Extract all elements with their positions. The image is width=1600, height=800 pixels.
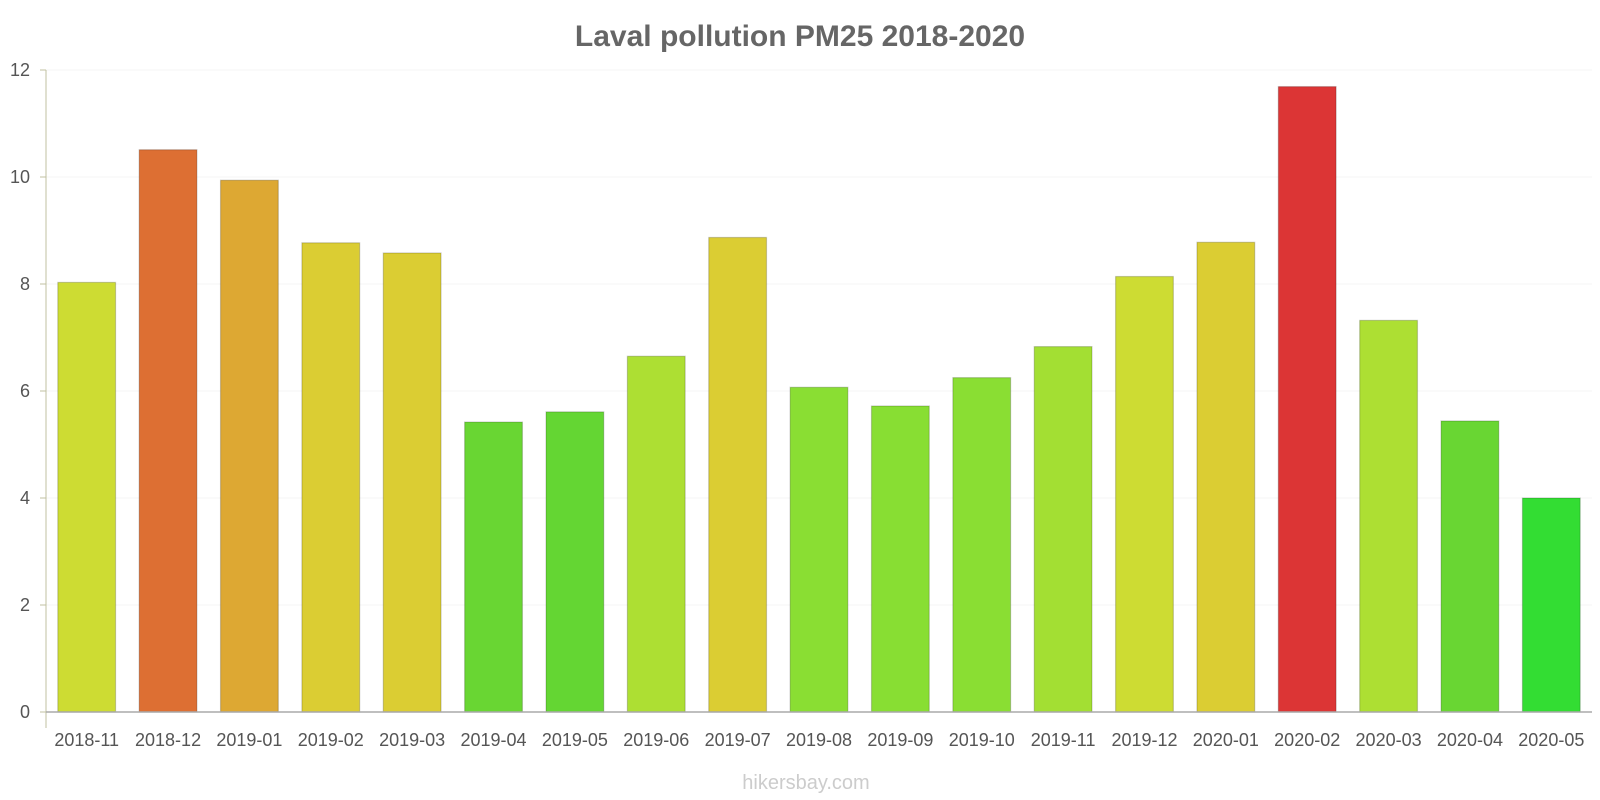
bar-2019-11[interactable] [1033, 345, 1093, 713]
bar-2019-05[interactable] [545, 411, 605, 713]
x-tick-label: 2018-11 [54, 730, 119, 750]
x-tick-label: 2019-07 [705, 730, 771, 750]
bars [57, 85, 1581, 713]
credit-text: hikersbay.com [742, 772, 869, 794]
x-tick-label: 2019-08 [786, 730, 852, 750]
bar-2019-10[interactable] [952, 377, 1012, 713]
y-axis-ticks: 0 2 4 6 8 10 12 [10, 60, 46, 722]
bar-2019-12[interactable] [1114, 275, 1174, 713]
x-tick-label: 2019-11 [1031, 730, 1096, 750]
bar-2019-01[interactable] [219, 179, 279, 713]
bar-2019-06[interactable] [626, 355, 686, 713]
x-tick-label: 2019-10 [949, 730, 1015, 750]
bar-2020-03[interactable] [1359, 319, 1419, 713]
x-tick-label: 2019-12 [1111, 730, 1177, 750]
y-tick-label: 4 [20, 488, 30, 508]
x-tick-label: 2020-02 [1274, 730, 1340, 750]
bar-2019-03[interactable] [382, 252, 442, 713]
x-tick-label: 2020-01 [1193, 730, 1259, 750]
x-tick-label: 2019-04 [460, 730, 526, 750]
y-tick-label: 0 [20, 702, 30, 722]
chart-title: Laval pollution PM25 2018-2020 [575, 20, 1025, 53]
x-tick-label: 2020-04 [1437, 730, 1503, 750]
x-tick-label: 2019-05 [542, 730, 608, 750]
x-tick-label: 2019-06 [623, 730, 689, 750]
bar-2020-02[interactable] [1277, 85, 1337, 713]
bar-2020-04[interactable] [1440, 420, 1500, 713]
x-tick-label: 2019-09 [867, 730, 933, 750]
y-tick-label: 8 [20, 274, 30, 294]
bar-2018-11[interactable] [57, 281, 117, 713]
bar-2018-12[interactable] [138, 149, 198, 713]
x-tick-label: 2019-03 [379, 730, 445, 750]
x-tick-label: 2020-03 [1356, 730, 1422, 750]
bar-2020-05[interactable] [1521, 497, 1581, 713]
x-axis-ticks: 2018-11 2018-12 2019-01 2019-02 2019-03 2019-… [54, 730, 1584, 750]
y-tick-label: 10 [10, 167, 30, 187]
bar-2019-09[interactable] [870, 405, 930, 713]
x-tick-label: 2018-12 [135, 730, 201, 750]
x-tick-label: 2020-05 [1518, 730, 1584, 750]
x-tick-label: 2019-01 [216, 730, 282, 750]
bar-2019-04[interactable] [464, 421, 524, 713]
y-tick-label: 2 [20, 595, 30, 615]
bar-2019-07[interactable] [708, 236, 768, 713]
bar-2019-02[interactable] [301, 242, 361, 713]
bar-2019-08[interactable] [789, 386, 849, 713]
bar-2020-01[interactable] [1196, 241, 1256, 713]
y-tick-label: 6 [20, 381, 30, 401]
y-tick-label: 12 [10, 60, 30, 80]
x-tick-label: 2019-02 [298, 730, 364, 750]
